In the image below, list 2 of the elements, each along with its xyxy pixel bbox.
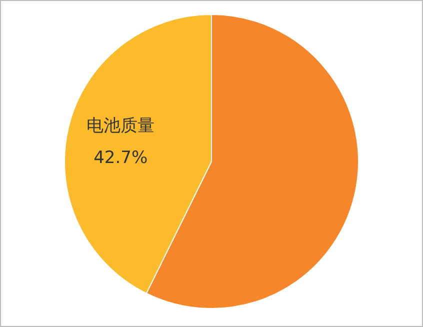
data-label: 42.7% <box>94 148 148 168</box>
slice-label: 电池质量 <box>86 116 155 136</box>
